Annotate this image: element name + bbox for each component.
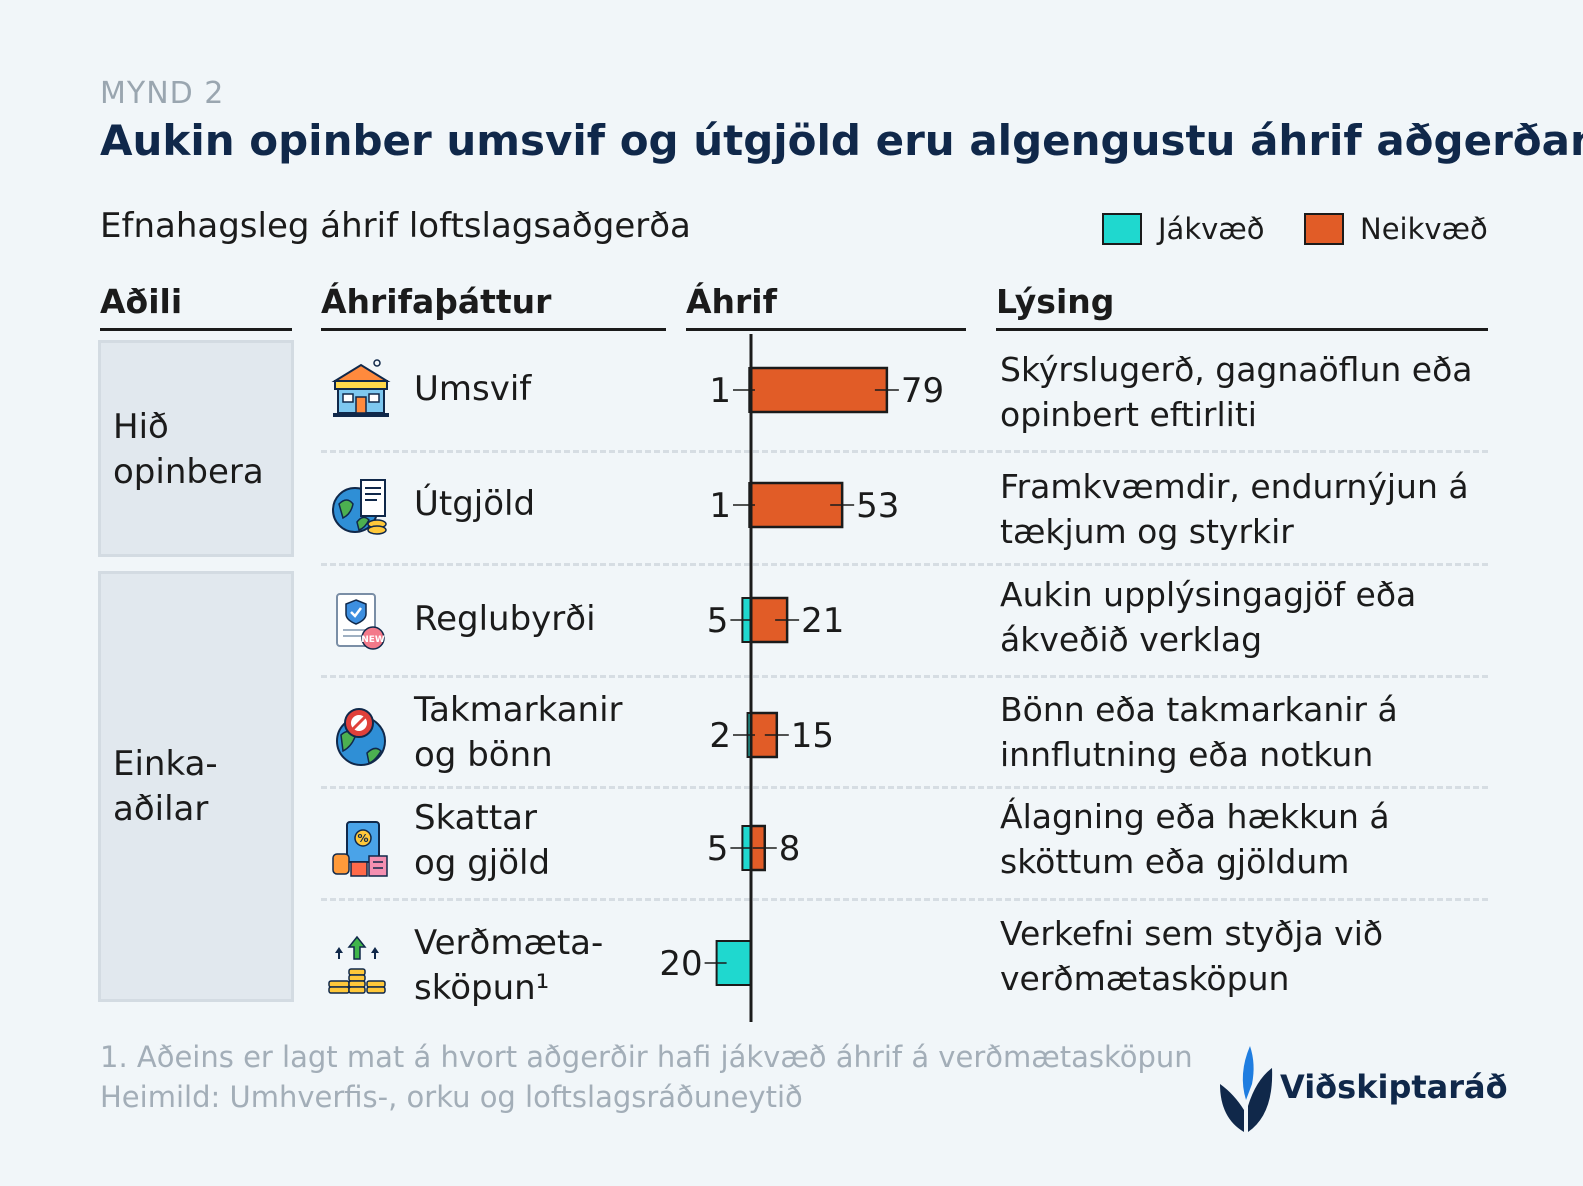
column-header-factor: Áhrifaþáttur [321, 282, 552, 321]
factor-label: Umsvif [414, 369, 532, 409]
legend-label-negative: Neikvæð [1360, 212, 1488, 246]
legend-label-positive: Jákvæð [1158, 212, 1265, 246]
factor-label: Verðmæta- sköpun¹ [414, 923, 604, 1008]
source-note: Heimild: Umhverfis-, orku og loftslagsrá… [100, 1080, 803, 1114]
data-label-positive: 1 [709, 486, 731, 526]
chart-title: Aukin opinber umsvif og útgjöld eru alge… [100, 116, 1583, 165]
column-rule-actor [100, 328, 292, 331]
data-label-negative: 79 [901, 371, 944, 411]
data-label-positive: 5 [707, 829, 729, 869]
row-separator [321, 675, 1488, 678]
column-rule-factor [321, 328, 666, 331]
impact-chart: 1 79 1 53 5 21 2 15 5 8 20 [659, 334, 944, 1022]
description-text: Verkefni sem styðja við verðmætasköpun [1000, 914, 1384, 998]
description-text: Framkvæmdir, endurnýjun á tækjum og styr… [1000, 467, 1469, 551]
brand-logo [1220, 1046, 1273, 1132]
column-header-description: Lýsing [996, 282, 1115, 321]
description-text: Álagning eða hækkun á sköttum eða gjöldu… [1000, 797, 1390, 881]
row-separator [321, 563, 1488, 566]
brand-name: Viðskiptaráð [1280, 1068, 1508, 1106]
factor-label: Takmarkanir og bönn [414, 690, 623, 775]
column-rule-description [996, 328, 1488, 331]
tax-percent-icon: % [332, 821, 388, 877]
row-separator [321, 786, 1488, 789]
data-label-negative: 53 [856, 486, 899, 526]
globe-invoice-icon [332, 479, 387, 535]
column-header-actor: Aðili [100, 282, 183, 321]
data-label-negative: 8 [779, 829, 801, 869]
data-label-positive: 2 [709, 716, 731, 756]
column-header-impact: Áhrif [686, 282, 777, 321]
group-label-public: Hið opinbera [113, 407, 264, 492]
coins-growth-icon [328, 935, 386, 994]
factor-label: Útgjöld [414, 484, 536, 524]
row-separator [321, 450, 1488, 453]
bar-negative [749, 481, 844, 529]
data-label-negative: 21 [801, 601, 844, 641]
bar-negative [749, 366, 889, 414]
legend-item-positive: Jákvæð [1102, 210, 1265, 248]
figure-label: MYND 2 [100, 76, 225, 111]
legend-item-negative: Neikvæð [1304, 210, 1488, 248]
legend-swatch-positive [1102, 213, 1142, 245]
footnote: 1. Aðeins er lagt mat á hvort aðgerðir h… [100, 1040, 1193, 1074]
chart-subtitle: Efnahagsleg áhrif loftslagsaðgerða [100, 206, 691, 246]
description-text: Bönn eða takmarkanir á innflutning eða n… [1000, 690, 1398, 774]
globe-ban-icon [336, 708, 386, 766]
column-rule-impact [686, 328, 966, 331]
data-label-positive: 1 [709, 371, 731, 411]
group-box-public: Hið opinbera [98, 340, 294, 557]
data-label-negative: 15 [791, 716, 834, 756]
svg-text:%: % [357, 832, 368, 845]
document-new-icon: NEW [336, 593, 385, 650]
data-label-positive: 20 [659, 944, 702, 984]
description-text: Skýrslugerð, gagnaöflun eða opinbert eft… [1000, 350, 1473, 434]
factor-label: Skattar og gjöld [414, 798, 551, 883]
group-box-private: Einka- aðilar [98, 571, 294, 1002]
description-text: Aukin upplýsingagjöf eða ákveðið verklag [1000, 575, 1417, 659]
group-label-private: Einka- aðilar [113, 744, 218, 829]
legend-swatch-negative [1304, 213, 1344, 245]
government-building-icon [331, 359, 391, 417]
row-separator [321, 898, 1488, 901]
factor-label: Reglubyrði [414, 599, 596, 639]
svg-text:NEW: NEW [361, 635, 385, 645]
data-label-positive: 5 [707, 601, 729, 641]
